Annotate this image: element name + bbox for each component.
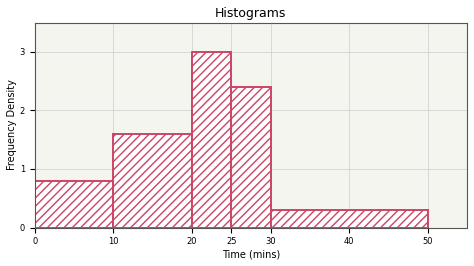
Title: Histograms: Histograms bbox=[215, 7, 287, 20]
Bar bbox=[231, 87, 271, 227]
Bar bbox=[113, 134, 192, 227]
Bar bbox=[35, 181, 113, 227]
Bar bbox=[271, 210, 428, 227]
Bar bbox=[113, 134, 192, 227]
X-axis label: Time (mins): Time (mins) bbox=[222, 249, 280, 259]
Bar bbox=[35, 181, 113, 227]
Y-axis label: Frequency Density: Frequency Density bbox=[7, 80, 17, 171]
Bar bbox=[192, 52, 231, 227]
Bar bbox=[192, 52, 231, 227]
Bar bbox=[271, 210, 428, 227]
Bar bbox=[231, 87, 271, 227]
